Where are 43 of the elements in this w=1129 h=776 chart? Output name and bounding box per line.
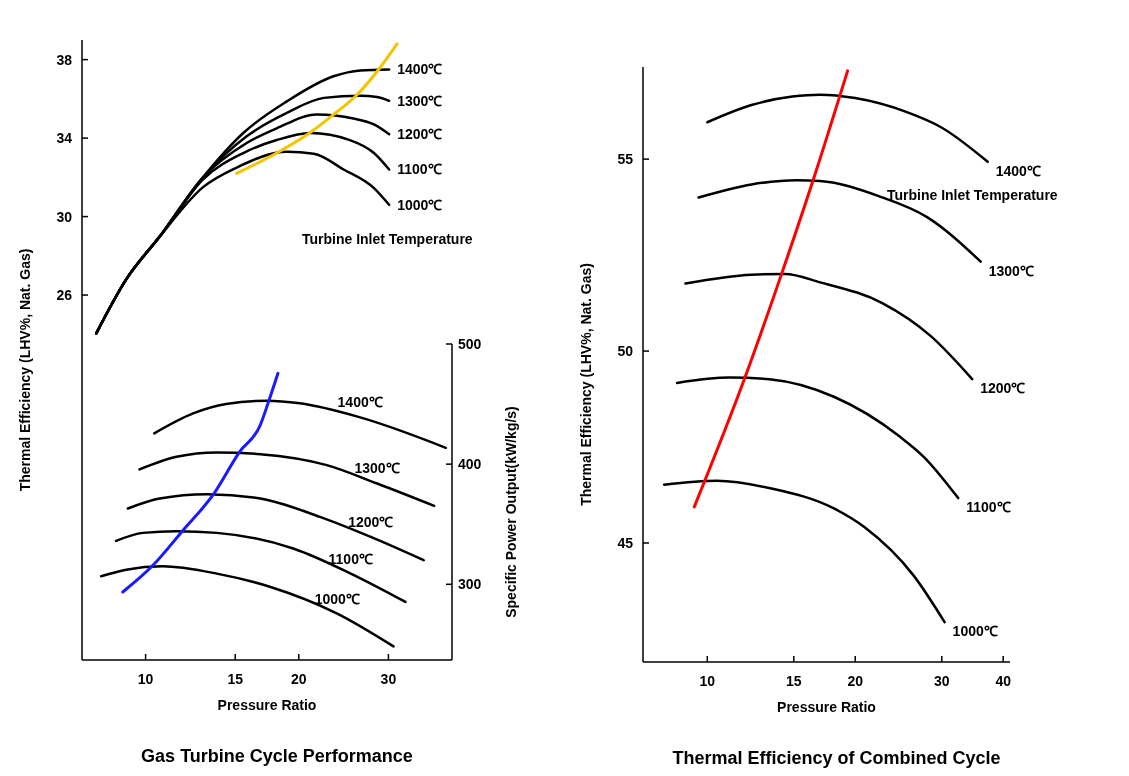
series-label: 1000℃	[397, 196, 443, 213]
x-tick-label: 30	[380, 671, 397, 687]
series-label: 1400℃	[995, 162, 1041, 179]
y-tick-label: 50	[617, 343, 634, 360]
x-tick-label: 10	[137, 671, 154, 687]
x-tick-label: 15	[786, 673, 802, 689]
x-axis-title: Pressure Ratio	[777, 699, 876, 715]
text: Gas Turbine Cycle Performance	[141, 746, 413, 766]
y-tick-label: 38	[56, 51, 73, 68]
series-label: 1000℃	[314, 590, 360, 607]
y-tick-label: 55	[617, 151, 634, 168]
y-axis-title: Thermal Efficiency (LHV%, Nat. Gas)	[578, 263, 594, 506]
series-label: 1200℃	[980, 380, 1026, 397]
x-tick-label: 20	[291, 671, 307, 687]
series-label: 1000℃	[952, 623, 998, 640]
series-label: 1300℃	[397, 92, 443, 109]
series-label: 1200℃	[397, 126, 443, 143]
text: Thermal Efficiency of Combined Cycle	[672, 748, 1001, 768]
y-tick-label: 45	[617, 535, 634, 551]
x-tick-label: 30	[933, 673, 950, 689]
y2-tick-label: 500	[458, 336, 482, 352]
series-label: 1100℃	[966, 499, 1011, 516]
y-axis-title: Thermal Efficiency (LHV%, Nat. Gas)	[17, 248, 33, 492]
y2-tick-label: 300	[458, 576, 482, 593]
series-label: 1200℃	[348, 513, 394, 530]
series-label: 1100℃	[397, 161, 442, 178]
series-label: 1100℃	[328, 550, 373, 567]
y-tick-label: 30	[56, 208, 73, 225]
x-tick-label: 10	[699, 673, 716, 689]
series-label: 1300℃	[354, 460, 400, 477]
series-label: 1400℃	[337, 394, 383, 411]
series-label: 1400℃	[397, 61, 443, 78]
x-tick-label: 15	[227, 671, 244, 687]
y-tick-label: 26	[56, 287, 73, 304]
x-axis-title: Pressure Ratio	[217, 697, 317, 713]
y2-axis-title: Specific Power Output(kW/kg/s)	[503, 406, 519, 618]
annotation: Turbine Inlet Temperature	[302, 231, 473, 247]
annotation: Turbine Inlet Temperature	[887, 187, 1058, 203]
x-tick-label: 20	[847, 673, 864, 689]
y-tick-label: 34	[56, 130, 73, 147]
y2-tick-label: 400	[458, 456, 482, 473]
x-tick-label: 40	[995, 673, 1012, 689]
series-label: 1300℃	[988, 262, 1034, 279]
